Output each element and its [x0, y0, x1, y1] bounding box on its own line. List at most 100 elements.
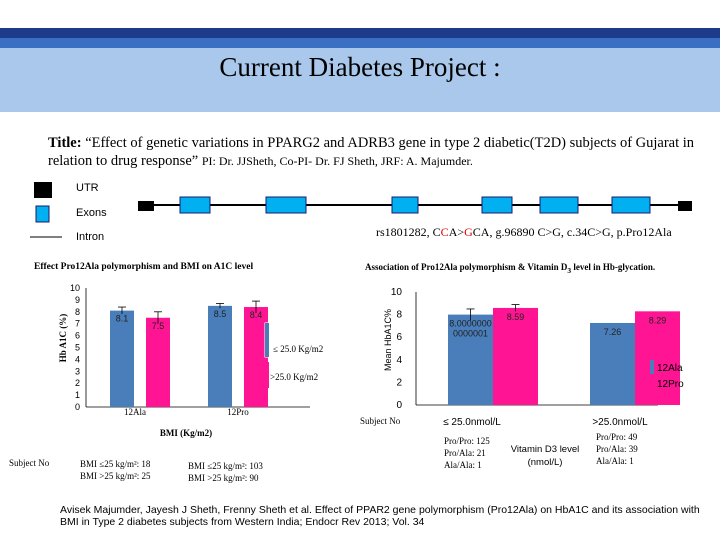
chart2-subject-2-a: Pro/Pro: 49	[596, 432, 638, 442]
c2-bar-1-1	[635, 311, 680, 405]
chart1-subject-label: Subject No	[9, 458, 50, 468]
chart2-title: Association of Pro12Ala polymorphism & V…	[365, 262, 655, 275]
chart2-subject-2-b: Pro/Ala: 39	[596, 444, 638, 454]
c1-data-label-1-1: 8.4	[250, 310, 263, 320]
c2-data-label-1-1: 8.29	[649, 315, 667, 325]
chart2-legend-1: 12Ala	[657, 363, 683, 374]
c1-ytick-10: 10	[70, 283, 80, 293]
exon-1	[179, 196, 211, 214]
header-stripe-mid	[0, 38, 720, 48]
chart1-subject-group-2: BMI ≤25 kg/m²: 103 BMI >25 kg/m²: 90	[188, 460, 263, 484]
c1-bar-1-1	[244, 307, 268, 407]
c1-ytick-7: 7	[75, 319, 80, 329]
c1-errorbar-0-0	[118, 306, 126, 315]
c1-ytick-6: 6	[75, 331, 80, 341]
utr-5-block	[138, 201, 154, 211]
chart1-cat-2: 12Pro	[227, 407, 249, 417]
chart1-legend-swatch-2	[265, 362, 269, 388]
exon-5	[539, 196, 579, 214]
c1-ytick-9: 9	[75, 295, 80, 305]
gene-structure-diagram	[30, 182, 692, 238]
c1-ytick-5: 5	[75, 343, 80, 353]
chart1-cat-1: 12Ala	[124, 407, 146, 417]
c1-data-label-line-0-0-0: 8.1	[116, 314, 129, 324]
chart2-title-sub: 3	[567, 265, 572, 275]
c1-data-label-1-0: 8.5	[214, 309, 227, 319]
c2-ytick-5: 10	[391, 287, 403, 298]
c2-data-label-line-0-0-1: 0000001	[453, 329, 488, 339]
exon-4	[481, 196, 513, 214]
chart1-svg: Hb A1C (%) 0 1 2 3 45 6 7 8 9 10 8.1 7.5 8.5 8.4 ≤ 2…	[58, 283, 323, 438]
exon-legend-swatch	[35, 205, 50, 223]
snp-prefix: rs1801282, C	[376, 225, 441, 239]
description-lead: Title:	[48, 135, 82, 151]
chart2-subject-1-b: Pro/Ala: 21	[444, 448, 486, 458]
c2-data-label-0-0: 8.0000000 0000001	[449, 319, 492, 339]
c1-errorbar-1-0	[216, 303, 224, 309]
c1-ytick-4: 4	[75, 354, 80, 364]
c2-ytick-2: 4	[396, 355, 402, 366]
chart1-legend-swatch-1	[265, 323, 269, 357]
snp-c-highlight: C	[440, 225, 449, 239]
c1-bar-0-0	[110, 310, 134, 407]
legend-intron-label: Intron	[76, 231, 105, 243]
chart2-legend-2: 12Pro	[657, 379, 684, 390]
c2-ytick-1: 2	[396, 377, 402, 388]
chart1-ylabel: Hb A1C (%)	[58, 314, 68, 363]
chart1-legend-1: ≤ 25.0 Kg/m2	[273, 344, 323, 354]
utr-3-block	[678, 201, 692, 211]
description-pi: PI: Dr. JJSheth, Co-PI- Dr. FJ Sheth, JR…	[201, 154, 473, 168]
chart2-cat-1: ≤ 25.0nmol/L	[443, 417, 501, 428]
exon-2	[265, 196, 307, 214]
c2-data-label-0-1: 8.59	[507, 312, 525, 322]
c1-ytick-8: 8	[75, 307, 80, 317]
chart1-subject-1-b: BMI >25 kg/m²: 25	[80, 471, 151, 481]
c2-errorbar-0-1	[511, 304, 520, 312]
chart2-xlabel: Vitamin D3 level (nmol/L)	[505, 443, 585, 469]
c2-data-label-line-1-0-0: 7.26	[604, 327, 622, 337]
legend-utr-label: UTR	[76, 182, 99, 194]
chart2-subject-label: Subject No	[360, 416, 401, 426]
slide-title: Current Diabetes Project :	[219, 52, 501, 82]
c2-data-label-line-0-0-0: 8.0000000	[449, 319, 492, 329]
exon-3	[391, 196, 419, 214]
c1-bar-0-1	[146, 317, 170, 407]
c2-bar-1-0	[590, 322, 635, 405]
utr-legend-swatch	[34, 182, 52, 198]
c2-ytick-4: 8	[396, 310, 402, 321]
snp-mid: A>	[448, 225, 465, 239]
chart1-subject-1-a: BMI ≤25 kg/m²: 18	[80, 459, 151, 469]
chart2-legend-swatch-2	[650, 377, 654, 391]
c2-ytick-0: 0	[396, 400, 402, 411]
c1-ytick-0: 0	[75, 402, 80, 412]
chart1-title: Effect Pro12Ala polymorphism and BMI on …	[34, 262, 254, 272]
c1-errorbar-0-1	[154, 311, 162, 324]
chart2-legend-swatch-1	[650, 360, 654, 374]
header-banner	[0, 28, 720, 112]
c2-data-label-1-0: 7.26	[604, 327, 622, 337]
chart2-subject-group-1: Pro/Pro: 125 Pro/Ala: 21 Ala/Ala: 1	[444, 435, 490, 471]
chart2-subject-1-c: Ala/Ala: 1	[444, 460, 482, 470]
c1-ytick-2: 2	[75, 378, 80, 388]
header-stripe-light	[0, 48, 720, 112]
c2-bar-0-1	[493, 307, 538, 405]
chart2-xlabel-line1: Vitamin D3 level	[510, 444, 580, 455]
c1-errorbar-1-1	[252, 300, 260, 313]
c1-data-label-line-1-1-0: 8.4	[250, 310, 263, 320]
chart1-xlabel: BMI (Kg/m2)	[160, 428, 212, 438]
chart2-cat-2: >25.0nmol/L	[592, 417, 648, 428]
header-stripe-dark	[0, 28, 720, 38]
chart1-subject-2-a: BMI ≤25 kg/m²: 103	[188, 461, 263, 471]
c2-data-label-line-1-1-0: 8.29	[649, 315, 667, 325]
chart2-ylabel: Mean HbA1C%	[383, 309, 393, 371]
chart2-subject-1-a: Pro/Pro: 125	[444, 436, 490, 446]
c1-ytick-1: 1	[75, 390, 80, 400]
chart2-xlabel-line2: (nmol/L)	[527, 457, 563, 468]
c1-data-label-0-1: 7.5	[152, 321, 165, 331]
c1-data-label-line-0-1-0: 7.5	[152, 321, 165, 331]
c2-data-label-line-0-1-0: 8.59	[507, 312, 525, 322]
c1-bar-1-0	[208, 305, 232, 407]
c1-ytick-3: 3	[75, 366, 80, 376]
description-text: “Effect of genetic variations in PPARG2 …	[48, 135, 695, 169]
chart2-svg: Mean HbA1C% 0 2 4 6 8 10 8.0000000 0000001 8.59…	[383, 287, 684, 428]
